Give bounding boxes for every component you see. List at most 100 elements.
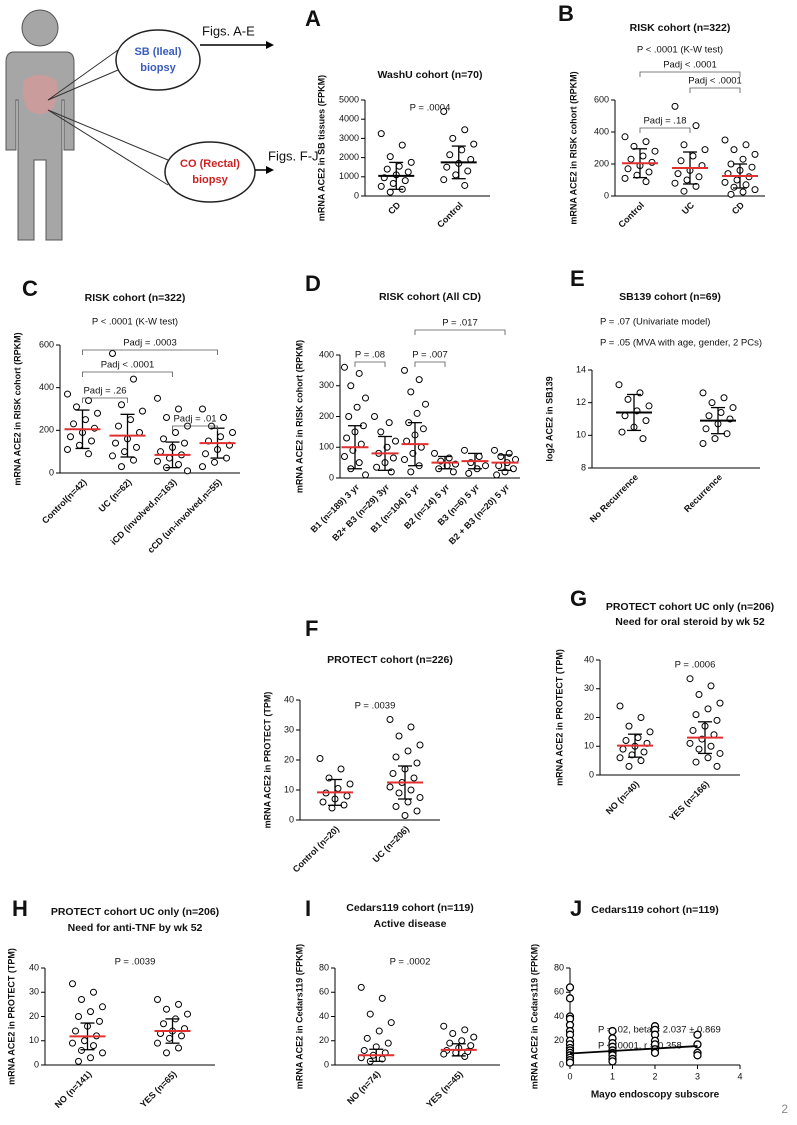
data-point [118,401,125,409]
bracket-label: Padj < .0001 [663,60,717,71]
data-point [389,180,397,188]
data-point [184,1010,191,1018]
data-point [398,141,406,149]
data-point [82,416,89,424]
data-point [729,404,737,412]
person-head [21,9,59,47]
data-point [416,741,424,749]
data-point [377,130,385,138]
data-point [440,108,448,116]
data-point [319,798,327,806]
data-point [689,152,697,160]
data-point [175,405,182,413]
data-point [608,1026,617,1036]
data-point [482,462,489,470]
data-point [211,458,218,466]
data-point [464,167,472,175]
data-point [751,150,759,158]
data-point [64,390,71,398]
data-point [671,102,679,110]
data-point [692,122,700,130]
data-point [334,785,342,792]
intestine [22,75,58,114]
data-point [680,141,688,149]
data-point [109,452,116,460]
y-axis-label: mRNA ACE2 in Cedars119 (FPKM) [529,944,539,1089]
figs-label: Figs. F-J [268,148,319,163]
y-axis-label: mRNA ACE2 in RISK cohort (RPKM) [12,332,22,485]
bracket [689,87,741,93]
y-axis-label: mRNA ACE2 in PROTECT (TPM) [554,649,564,786]
data-point [705,412,713,420]
data-point [651,147,659,155]
data-point [87,1008,94,1016]
data-point [683,176,691,184]
y-axis-label: mRNA ACE2 in RISK cohort (RPKM) [568,71,578,224]
data-point [385,419,393,427]
bracket [414,329,506,335]
y-tick-label: 12 [576,397,586,407]
data-point [621,133,629,141]
data-point [69,1039,76,1047]
data-point [373,463,381,471]
annotation: P = .0004 [410,103,451,114]
connector [47,69,119,101]
data-point [680,187,688,195]
data-point [163,414,170,422]
data-point [69,980,76,988]
data-point [199,463,206,471]
data-point [172,428,179,436]
data-point [73,403,80,411]
data-point [355,459,363,467]
x-tick-label: CD [386,200,403,217]
data-point [458,1037,466,1045]
data-point [112,439,119,447]
y-tick-label: 40 [554,1011,564,1021]
panel-title: PROTECT cohort (n=226) [327,654,453,666]
data-point [716,699,724,707]
data-point [407,468,415,476]
data-point [721,136,729,144]
annotation: P = .0002 [390,957,431,968]
y-tick-label: 3000 [339,133,359,143]
data-point [695,691,703,698]
data-point [410,774,418,782]
y-axis-label: mRNA ACE2 in SB tissues (FPKM) [316,75,326,221]
y-tick-label: 200 [319,411,334,421]
data-point [160,1020,167,1028]
y-tick-label: 0 [34,1059,39,1069]
data-point [701,146,709,154]
data-point [154,1039,161,1047]
data-point [378,994,386,1002]
data-point [67,433,74,441]
y-tick-label: 600 [594,94,609,104]
data-point [78,1046,85,1054]
data-point [395,789,403,797]
x-tick-label: YES (n=166) [667,779,711,823]
bracket [639,127,691,133]
bracket-label: P = .007 [412,350,447,361]
data-point [440,1050,448,1058]
arrow-head [266,41,274,49]
data-point [616,754,624,762]
data-point [727,190,735,198]
x-tick-label: NO (n=40) [604,779,641,816]
x-tick-label: B2+ B3 (n=29) 3yr [330,482,391,543]
bracket [639,71,741,77]
data-point [716,749,724,757]
data-point [650,1048,660,1058]
data-point [677,157,685,165]
y-tick-label: 10 [584,741,594,751]
x-tick-label: No Recurrence [588,472,640,524]
data-point [686,739,694,747]
x-tick-label: NO (n=74) [345,1069,382,1106]
data-point [730,183,738,191]
x-tick-label: Control [616,200,646,230]
data-point [401,177,409,185]
data-point [139,407,146,415]
y-tick-label: 80 [554,962,564,972]
data-point [637,757,645,765]
data-point [419,425,427,433]
bracket-label: Padj = .01 [173,414,216,425]
x-tick-label: YES (n=65) [138,1069,179,1110]
